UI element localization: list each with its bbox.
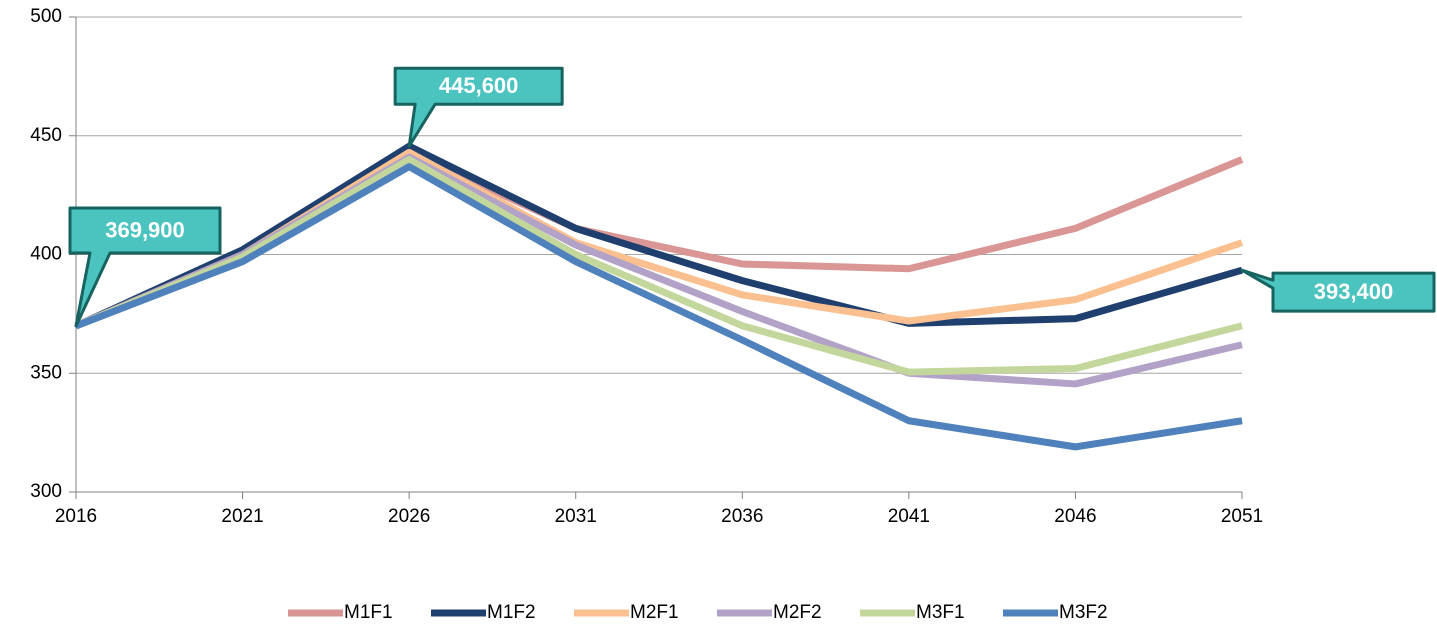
y-tick-label: 300 xyxy=(30,481,62,502)
callout xyxy=(393,66,564,148)
legend-label: M3F2 xyxy=(1059,602,1108,623)
legend-label: M3F1 xyxy=(916,602,965,623)
x-tick-label: 2026 xyxy=(388,506,430,527)
callout-text: 393,400 xyxy=(1314,279,1394,304)
x-tick-label: 2021 xyxy=(221,506,263,527)
series-line xyxy=(74,163,1243,451)
callout xyxy=(1240,268,1436,313)
legend-label: M2F2 xyxy=(773,602,822,623)
legend-label: M2F1 xyxy=(630,602,679,623)
callout-text: 369,900 xyxy=(105,217,185,242)
y-tick-label: 400 xyxy=(30,244,62,265)
callout xyxy=(68,206,222,328)
x-tick-label: 2016 xyxy=(55,506,97,527)
x-tick-label: 2041 xyxy=(888,506,930,527)
legend-label: M1F1 xyxy=(344,602,393,623)
x-tick-label: 2036 xyxy=(721,506,763,527)
legend-label: M1F2 xyxy=(487,602,536,623)
series-line xyxy=(74,156,1243,376)
y-tick-label: 350 xyxy=(30,362,62,383)
series-line xyxy=(74,142,1243,330)
x-tick-label: 2051 xyxy=(1221,506,1263,527)
y-tick-label: 450 xyxy=(30,125,62,146)
callout-text: 445,600 xyxy=(439,73,519,98)
y-tick-label: 500 xyxy=(30,6,62,27)
x-tick-label: 2031 xyxy=(555,506,597,527)
x-tick-label: 2046 xyxy=(1054,506,1096,527)
